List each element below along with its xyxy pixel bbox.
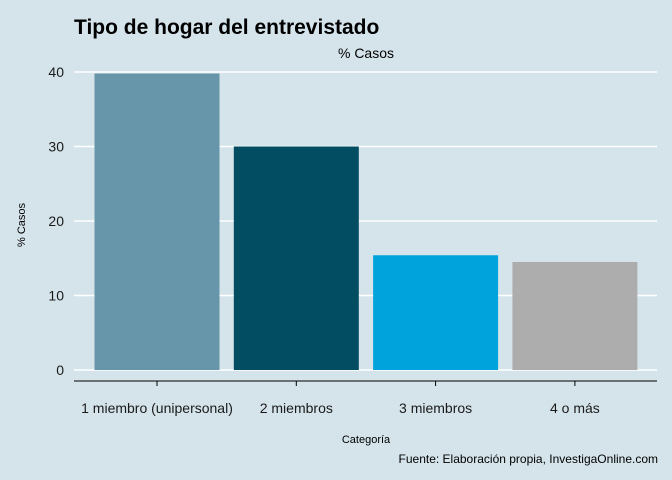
y-tick-label: 20 (48, 213, 64, 229)
x-axis-title: Categoría (342, 434, 391, 446)
bar-2 (233, 146, 359, 370)
x-tick-label: 4 o más (550, 400, 600, 416)
bar-3 (373, 255, 499, 370)
chart-subtitle: % Casos (338, 45, 394, 61)
bar-1 (94, 73, 220, 371)
y-tick-label: 10 (48, 288, 64, 304)
chart-caption: Fuente: Elaboración propia, InvestigaOnl… (399, 452, 658, 466)
y-tick-label: 30 (48, 139, 64, 155)
x-tick-label: 3 miembros (399, 400, 472, 416)
x-tick-label: 2 miembros (260, 400, 333, 416)
bars (94, 73, 638, 371)
y-tick-label: 0 (56, 362, 64, 378)
x-tick-label: 1 miembro (unipersonal) (81, 400, 233, 416)
y-tick-label: 40 (48, 64, 64, 80)
chart-title: Tipo de hogar del entrevistado (74, 16, 379, 39)
y-axis-title: % Casos (16, 202, 28, 247)
bar-4 (512, 261, 638, 370)
y-axis-ticks: 0 10 20 30 40 (48, 64, 64, 378)
x-axis-ticks: 1 miembro (unipersonal) 2 miembros 3 miemb… (81, 381, 600, 416)
